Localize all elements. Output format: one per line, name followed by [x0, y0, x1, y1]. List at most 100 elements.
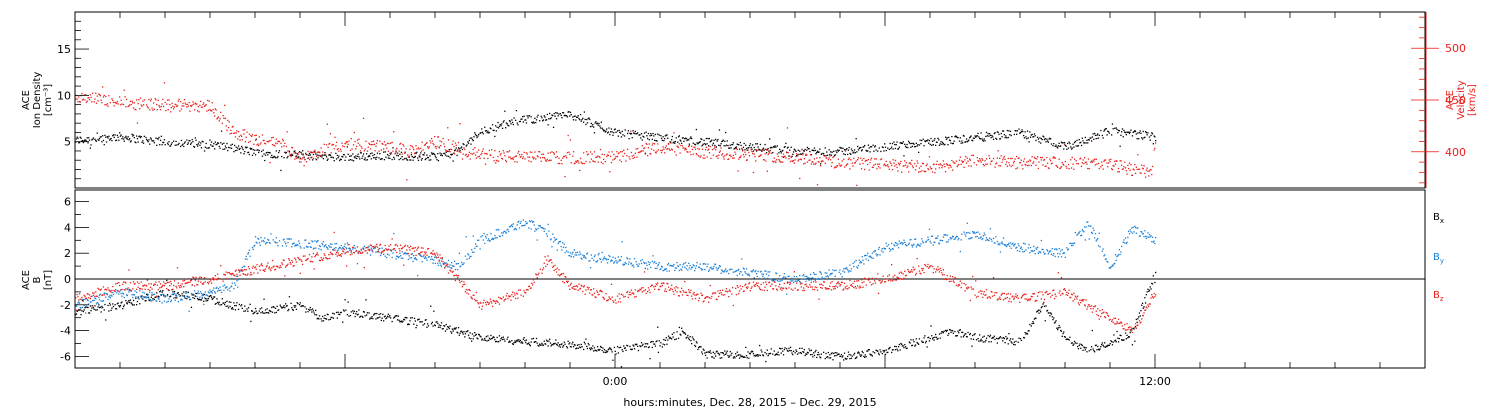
by-series-point: [888, 247, 890, 250]
bx-series-point: [886, 351, 888, 354]
by-series-point: [211, 292, 213, 294]
bx-series-point: [1037, 309, 1039, 311]
ion-density-series-point: [352, 153, 354, 155]
by-series-point: [130, 290, 132, 292]
by-series-point: [349, 249, 351, 251]
velocity-series-point: [273, 144, 275, 146]
bx-series-point: [676, 331, 678, 333]
by-series-point: [764, 270, 766, 272]
velocity-series-point: [769, 151, 771, 153]
ion-density-series-point: [1007, 136, 1009, 139]
velocity-series-point: [203, 102, 205, 104]
by-series-point: [762, 273, 765, 275]
by-series-point: [607, 258, 609, 261]
ion-density-series-point: [981, 138, 983, 140]
bx-series-point: [202, 294, 204, 296]
bx-series-point: [418, 318, 420, 320]
ion-density-series-point: [532, 122, 534, 124]
velocity-series-point: [467, 154, 470, 156]
bx-series-point: [159, 290, 162, 292]
by-series-point: [711, 268, 714, 270]
velocity-series-point: [1100, 166, 1102, 168]
bx-series-point: [364, 315, 366, 317]
velocity-series-point: [760, 154, 762, 156]
ion-density-series-point: [1055, 144, 1057, 146]
ion-density-series-point: [341, 155, 343, 158]
by-series-point: [576, 251, 579, 253]
ion-density-series-point: [586, 122, 589, 124]
bx-series-point: [465, 331, 467, 333]
velocity-series-point: [1144, 172, 1146, 175]
bx-series-point: [659, 345, 661, 347]
velocity-series-point: [79, 101, 81, 103]
by-series-point: [932, 244, 934, 246]
ion-density-series-point: [800, 153, 802, 155]
by-series-point: [774, 279, 776, 281]
velocity-series-point: [473, 152, 475, 154]
bx-series-point: [502, 336, 504, 338]
ion-density-series-point: [328, 154, 330, 156]
velocity-series-point: [373, 143, 376, 145]
bx-series-point: [1067, 338, 1069, 340]
ion-density-series-point: [321, 156, 323, 158]
bx-series-point: [467, 334, 470, 336]
ion-density-series-point: [754, 149, 756, 151]
by-series-point: [640, 262, 643, 265]
ion-density-series-point: [150, 138, 152, 140]
bx-series-point: [449, 325, 451, 327]
ion-density-series-point: [189, 140, 191, 142]
bx-series-point: [1023, 337, 1026, 339]
ion-density-series-point: [780, 152, 782, 154]
bx-series-point: [114, 304, 116, 306]
velocity-series-point: [931, 171, 934, 173]
bx-series-point: [859, 354, 861, 356]
by-series-point: [631, 265, 633, 267]
ion-density-series-point: [448, 149, 450, 151]
velocity-series-point: [747, 149, 749, 151]
bx-series-point: [891, 349, 894, 351]
ion-density-series-point: [107, 137, 109, 139]
bx-series-point: [991, 337, 993, 339]
velocity-series-point: [1051, 162, 1053, 164]
bx-series-point: [109, 304, 111, 306]
velocity-series-point: [102, 96, 105, 98]
by-series-point: [335, 247, 337, 249]
by-series-point: [834, 275, 836, 277]
velocity-series-point: [1134, 164, 1136, 166]
bx-series-point: [891, 351, 893, 354]
velocity-series-point: [828, 157, 830, 159]
velocity-series-point: [717, 157, 719, 159]
velocity-series-point: [706, 156, 708, 158]
ion-density-series-point: [860, 150, 863, 152]
bx-series-point: [452, 330, 454, 332]
bx-series-point: [295, 308, 298, 310]
bx-series-point: [820, 353, 822, 355]
by-series-point: [462, 263, 464, 266]
by-series-point: [119, 289, 122, 291]
by-series-point: [511, 224, 513, 226]
ion-density-series-point: [281, 155, 283, 158]
bx-series-point: [440, 324, 442, 327]
bx-series-point: [522, 342, 524, 344]
velocity-series-point: [606, 155, 608, 158]
ion-density-series-point: [746, 149, 748, 151]
velocity-series-point: [155, 99, 157, 101]
velocity-series-point: [1109, 160, 1111, 163]
velocity-series-point: [1076, 163, 1078, 165]
by-series-point: [963, 231, 965, 233]
by-series-point: [88, 303, 90, 305]
bx-series-point: [396, 315, 398, 317]
bx-series-point: [115, 308, 117, 310]
ion-density-series-point: [110, 137, 112, 140]
ion-density-series-point: [1093, 138, 1095, 140]
velocity-series-point: [291, 146, 293, 149]
bx-series-point: [177, 292, 179, 294]
by-series-point: [692, 264, 694, 266]
bx-series-point: [1107, 344, 1110, 347]
by-series-point: [820, 271, 822, 273]
ion-density-series-point: [840, 147, 843, 149]
bx-series-point: [672, 336, 674, 338]
by-series-point: [295, 244, 297, 246]
velocity-series-point: [322, 151, 324, 153]
bx-series-point: [207, 300, 209, 302]
